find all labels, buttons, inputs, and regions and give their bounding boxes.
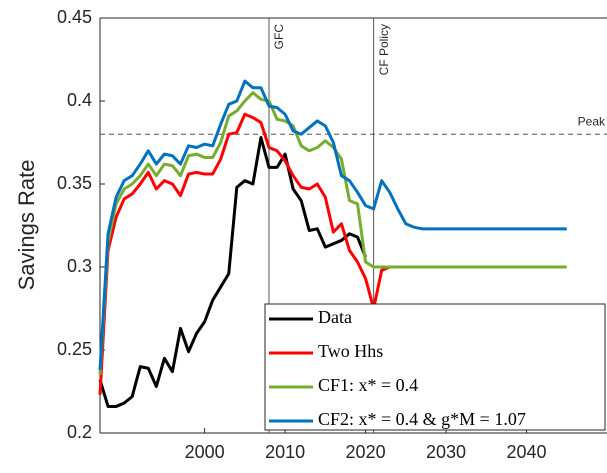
series-line [98,79,567,371]
legend-label: CF2: x* = 0.4 & g*M = 1.07 [318,409,526,429]
hline-label: Peak [578,114,606,128]
series-line [98,112,391,395]
x-tick-label: 2020 [346,442,386,462]
vline-label: CF Policy [377,24,391,75]
y-tick-label: 0.3 [67,256,92,276]
x-tick-label: 2030 [426,442,466,462]
y-tick-label: 0.45 [57,7,92,27]
y-tick-label: 0.35 [57,173,92,193]
x-tick-label: 2000 [185,442,225,462]
legend-label: Data [318,307,352,327]
legend-label: CF1: x* = 0.4 [318,375,418,395]
x-tick-label: 2040 [507,442,547,462]
legend: Data Two Hhs CF1: x* = 0.4 CF2: x* = 0.4 & … [264,303,606,431]
series-line [98,136,367,408]
y-tick-label: 0.4 [67,90,92,110]
legend-label: Two Hhs [318,341,383,361]
y-axis-label: Savings Rate [14,160,39,291]
y-tick-label: 0.25 [57,339,92,359]
legend-box [264,303,606,431]
vline-label: GFC [272,24,286,50]
x-tick-label: 2010 [265,442,305,462]
y-tick-label: 0.2 [67,422,92,442]
